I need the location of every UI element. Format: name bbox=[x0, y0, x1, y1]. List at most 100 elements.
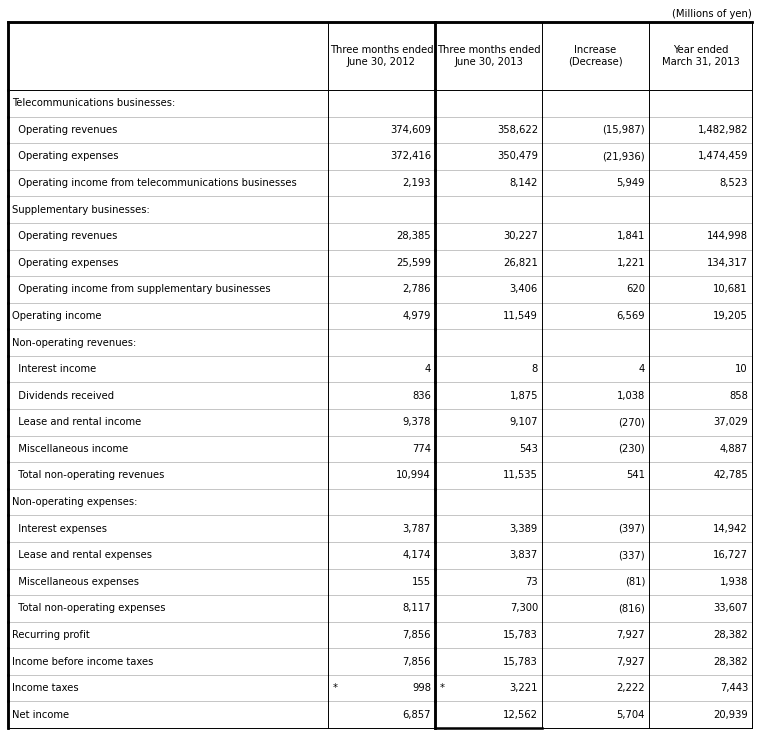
Text: Non-operating revenues:: Non-operating revenues: bbox=[12, 338, 136, 347]
Text: 14,942: 14,942 bbox=[713, 523, 748, 534]
Text: 33,607: 33,607 bbox=[714, 603, 748, 614]
Text: 26,821: 26,821 bbox=[503, 258, 538, 268]
Text: Interest expenses: Interest expenses bbox=[12, 523, 107, 534]
Text: 858: 858 bbox=[729, 390, 748, 401]
Text: 774: 774 bbox=[412, 444, 431, 454]
Text: Operating income from supplementary businesses: Operating income from supplementary busi… bbox=[12, 284, 271, 294]
Text: 1,474,459: 1,474,459 bbox=[698, 151, 748, 161]
Text: 4,979: 4,979 bbox=[403, 311, 431, 321]
Text: 1,038: 1,038 bbox=[617, 390, 645, 401]
Text: 8,142: 8,142 bbox=[510, 178, 538, 188]
Text: 1,875: 1,875 bbox=[509, 390, 538, 401]
Text: 8,523: 8,523 bbox=[720, 178, 748, 188]
Text: 6,857: 6,857 bbox=[403, 710, 431, 720]
Text: 19,205: 19,205 bbox=[713, 311, 748, 321]
Text: 28,382: 28,382 bbox=[714, 656, 748, 666]
Text: 42,785: 42,785 bbox=[713, 470, 748, 481]
Text: Dividends received: Dividends received bbox=[12, 390, 114, 401]
Text: *: * bbox=[333, 683, 338, 693]
Text: 1,841: 1,841 bbox=[616, 231, 645, 241]
Text: 3,837: 3,837 bbox=[510, 550, 538, 560]
Text: Non-operating expenses:: Non-operating expenses: bbox=[12, 497, 138, 507]
Text: 1,482,982: 1,482,982 bbox=[698, 125, 748, 135]
Text: 28,385: 28,385 bbox=[397, 231, 431, 241]
Text: Total non-operating expenses: Total non-operating expenses bbox=[12, 603, 166, 614]
Text: 541: 541 bbox=[626, 470, 645, 481]
Text: 15,783: 15,783 bbox=[503, 656, 538, 666]
Text: 4: 4 bbox=[638, 364, 645, 374]
Text: Lease and rental income: Lease and rental income bbox=[12, 418, 141, 427]
Text: 620: 620 bbox=[626, 284, 645, 294]
Text: 144,998: 144,998 bbox=[707, 231, 748, 241]
Text: 11,549: 11,549 bbox=[503, 311, 538, 321]
Text: 73: 73 bbox=[525, 577, 538, 586]
Text: Net income: Net income bbox=[12, 710, 69, 720]
Text: 7,856: 7,856 bbox=[403, 656, 431, 666]
Text: 8: 8 bbox=[532, 364, 538, 374]
Text: 12,562: 12,562 bbox=[503, 710, 538, 720]
Text: Miscellaneous expenses: Miscellaneous expenses bbox=[12, 577, 139, 586]
Text: 15,783: 15,783 bbox=[503, 630, 538, 640]
Text: Operating expenses: Operating expenses bbox=[12, 258, 119, 268]
Text: 8,117: 8,117 bbox=[403, 603, 431, 614]
Text: 16,727: 16,727 bbox=[713, 550, 748, 560]
Text: Income before income taxes: Income before income taxes bbox=[12, 656, 154, 666]
Text: 5,949: 5,949 bbox=[616, 178, 645, 188]
Text: (15,987): (15,987) bbox=[603, 125, 645, 135]
Text: 20,939: 20,939 bbox=[713, 710, 748, 720]
Text: 7,927: 7,927 bbox=[616, 630, 645, 640]
Text: 7,300: 7,300 bbox=[510, 603, 538, 614]
Text: 998: 998 bbox=[412, 683, 431, 693]
Text: 28,382: 28,382 bbox=[714, 630, 748, 640]
Text: 3,406: 3,406 bbox=[510, 284, 538, 294]
Text: 7,856: 7,856 bbox=[403, 630, 431, 640]
Text: 9,378: 9,378 bbox=[403, 418, 431, 427]
Text: 9,107: 9,107 bbox=[509, 418, 538, 427]
Text: 3,787: 3,787 bbox=[403, 523, 431, 534]
Text: (81): (81) bbox=[625, 577, 645, 586]
Text: Operating revenues: Operating revenues bbox=[12, 231, 117, 241]
Text: 11,535: 11,535 bbox=[503, 470, 538, 481]
Text: Telecommunications businesses:: Telecommunications businesses: bbox=[12, 98, 176, 109]
Text: (337): (337) bbox=[619, 550, 645, 560]
Text: (270): (270) bbox=[618, 418, 645, 427]
Text: 1,221: 1,221 bbox=[616, 258, 645, 268]
Text: 30,227: 30,227 bbox=[503, 231, 538, 241]
Text: 7,443: 7,443 bbox=[720, 683, 748, 693]
Text: 6,569: 6,569 bbox=[616, 311, 645, 321]
Text: Three months ended
June 30, 2012: Three months ended June 30, 2012 bbox=[330, 46, 433, 67]
Text: (Millions of yen): (Millions of yen) bbox=[673, 9, 752, 19]
Text: Income taxes: Income taxes bbox=[12, 683, 78, 693]
Text: 350,479: 350,479 bbox=[497, 151, 538, 161]
Text: Lease and rental expenses: Lease and rental expenses bbox=[12, 550, 152, 560]
Text: 543: 543 bbox=[519, 444, 538, 454]
Text: 2,222: 2,222 bbox=[616, 683, 645, 693]
Text: (21,936): (21,936) bbox=[603, 151, 645, 161]
Text: Operating income from telecommunications businesses: Operating income from telecommunications… bbox=[12, 178, 296, 188]
Text: 2,786: 2,786 bbox=[403, 284, 431, 294]
Text: 10,681: 10,681 bbox=[713, 284, 748, 294]
Text: Operating income: Operating income bbox=[12, 311, 102, 321]
Text: Increase
(Decrease): Increase (Decrease) bbox=[568, 46, 622, 67]
Text: 3,389: 3,389 bbox=[510, 523, 538, 534]
Text: 372,416: 372,416 bbox=[390, 151, 431, 161]
Text: 2,193: 2,193 bbox=[403, 178, 431, 188]
Text: Total non-operating revenues: Total non-operating revenues bbox=[12, 470, 164, 481]
Text: Operating expenses: Operating expenses bbox=[12, 151, 119, 161]
Text: Three months ended
June 30, 2013: Three months ended June 30, 2013 bbox=[437, 46, 540, 67]
Text: 3,221: 3,221 bbox=[509, 683, 538, 693]
Text: 4: 4 bbox=[425, 364, 431, 374]
Text: 7,927: 7,927 bbox=[616, 656, 645, 666]
Text: Year ended
March 31, 2013: Year ended March 31, 2013 bbox=[662, 46, 739, 67]
Text: 25,599: 25,599 bbox=[396, 258, 431, 268]
Text: Recurring profit: Recurring profit bbox=[12, 630, 90, 640]
Text: 10: 10 bbox=[736, 364, 748, 374]
Text: 1,938: 1,938 bbox=[720, 577, 748, 586]
Text: Interest income: Interest income bbox=[12, 364, 97, 374]
Text: 4,887: 4,887 bbox=[720, 444, 748, 454]
Text: Operating revenues: Operating revenues bbox=[12, 125, 117, 135]
Text: 5,704: 5,704 bbox=[616, 710, 645, 720]
Text: 37,029: 37,029 bbox=[713, 418, 748, 427]
Text: (816): (816) bbox=[618, 603, 645, 614]
Text: 4,174: 4,174 bbox=[403, 550, 431, 560]
